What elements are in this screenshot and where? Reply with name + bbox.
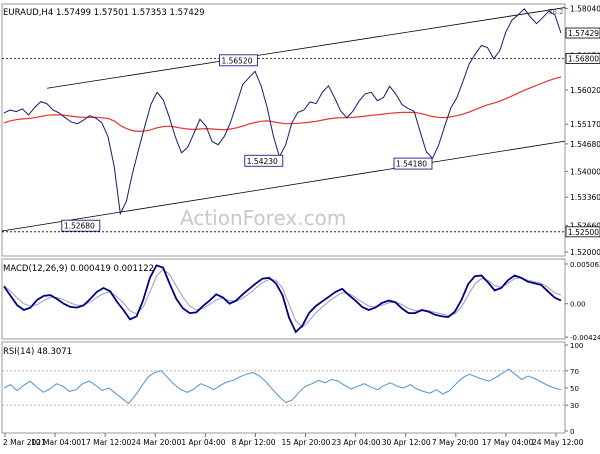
price-level-label: 1.57429 <box>568 29 599 38</box>
price-tick-label: 1.55170 <box>570 120 600 129</box>
channel-trendline <box>46 7 566 89</box>
macd-title: MACD(12,26,9) 0.000419 0.001122 <box>3 264 154 274</box>
time-tick-label: 30 Apr 12:00 <box>382 438 431 447</box>
time-tick-label: 7 May 20:00 <box>432 438 479 447</box>
rsi-title: RSI(14) 48.3071 <box>3 347 72 357</box>
rsi-line <box>3 368 562 405</box>
macd-tick-label: 0.00 <box>570 301 586 309</box>
price-title: EURAUD,H4 1.57499 1.57501 1.57353 1.5742… <box>3 8 205 18</box>
price-marks: 1.56520 1.54230 1.54180 1.52680 <box>1 7 566 233</box>
pivot-label: 1.56520 <box>221 56 252 65</box>
price-tick-label: 1.52000 <box>570 248 600 257</box>
pivot-label: 1.54180 <box>396 160 427 169</box>
time-tick-label: 8 Apr 12:00 <box>231 438 275 447</box>
macd-axis: 0.005062 0.00 -0.004248 <box>565 261 600 342</box>
price-axis: 1.580401.574291.568701.560201.551701.546… <box>565 4 600 257</box>
price-level-box <box>565 226 600 238</box>
time-tick-label: 17 May 04:00 <box>482 438 534 447</box>
price-level-box <box>565 53 600 64</box>
time-tick-label: 24 Mar 20:00 <box>131 438 181 447</box>
pivot-label: 1.54230 <box>247 157 278 166</box>
macd-signal-line <box>3 268 562 328</box>
macd-tick-label: 0.005062 <box>570 261 600 269</box>
price-tick-label: 1.58040 <box>570 4 600 13</box>
pivot-label-box <box>393 157 433 170</box>
time-tick-label: 10 Mar 04:00 <box>31 438 81 447</box>
price-level-label: 1.52500 <box>568 228 599 237</box>
rsi-tick-label: 100 <box>570 342 583 350</box>
rsi-tick-label: 50 <box>570 385 579 393</box>
price-tick-label: 1.54000 <box>570 167 600 176</box>
macd-panel: MACD(12,26,9) 0.000419 0.001122 0.005062… <box>1 258 600 342</box>
rsi-marks <box>2 368 565 406</box>
fib-label: 38.2 <box>548 8 564 16</box>
time-tick-label: 1 Apr 04:00 <box>181 438 225 447</box>
macd-tick-label: -0.004248 <box>570 334 600 342</box>
price-level-label: 1.56800 <box>568 54 599 63</box>
price-panel-frame <box>1 3 566 257</box>
time-tick-label: 2 Mar 2021 <box>3 438 46 447</box>
time-tick-label: 15 Apr 20:00 <box>282 438 331 447</box>
price-panel: EURAUD,H4 1.57499 1.57501 1.57353 1.5742… <box>1 3 600 257</box>
rsi-tick-label: 0 <box>570 428 574 436</box>
price-level-box <box>565 27 600 39</box>
channel-trendline <box>1 140 566 232</box>
time-tick-label: 17 Mar 12:00 <box>81 438 131 447</box>
moving-average-line <box>3 76 562 133</box>
rsi-tick-label: 30 <box>570 402 579 410</box>
price-tick-label: 1.54680 <box>570 140 600 149</box>
price-line <box>3 8 562 216</box>
pivot-label-box <box>244 154 284 167</box>
rsi-tick-label: 70 <box>570 368 579 376</box>
watermark: ActionForex.com <box>180 206 346 230</box>
rsi-axis: 100 70 50 30 0 <box>565 342 583 436</box>
price-tick-label: 1.56020 <box>570 86 600 95</box>
price-tick-label: 1.53360 <box>570 193 600 202</box>
time-tick-label: 24 May 12:00 <box>532 438 584 447</box>
macd-main-line <box>3 264 562 334</box>
rsi-panel: RSI(14) 48.3071 100 70 50 30 0 <box>1 341 583 436</box>
time-tick-label: 23 Apr 04:00 <box>332 438 381 447</box>
price-tick-label: 1.52660 <box>570 221 600 230</box>
macd-panel-frame <box>1 258 566 340</box>
pivot-label-box <box>219 54 258 67</box>
pivot-label-box <box>61 219 101 232</box>
macd-marks <box>3 264 562 334</box>
pivot-label: 1.52680 <box>64 222 95 231</box>
